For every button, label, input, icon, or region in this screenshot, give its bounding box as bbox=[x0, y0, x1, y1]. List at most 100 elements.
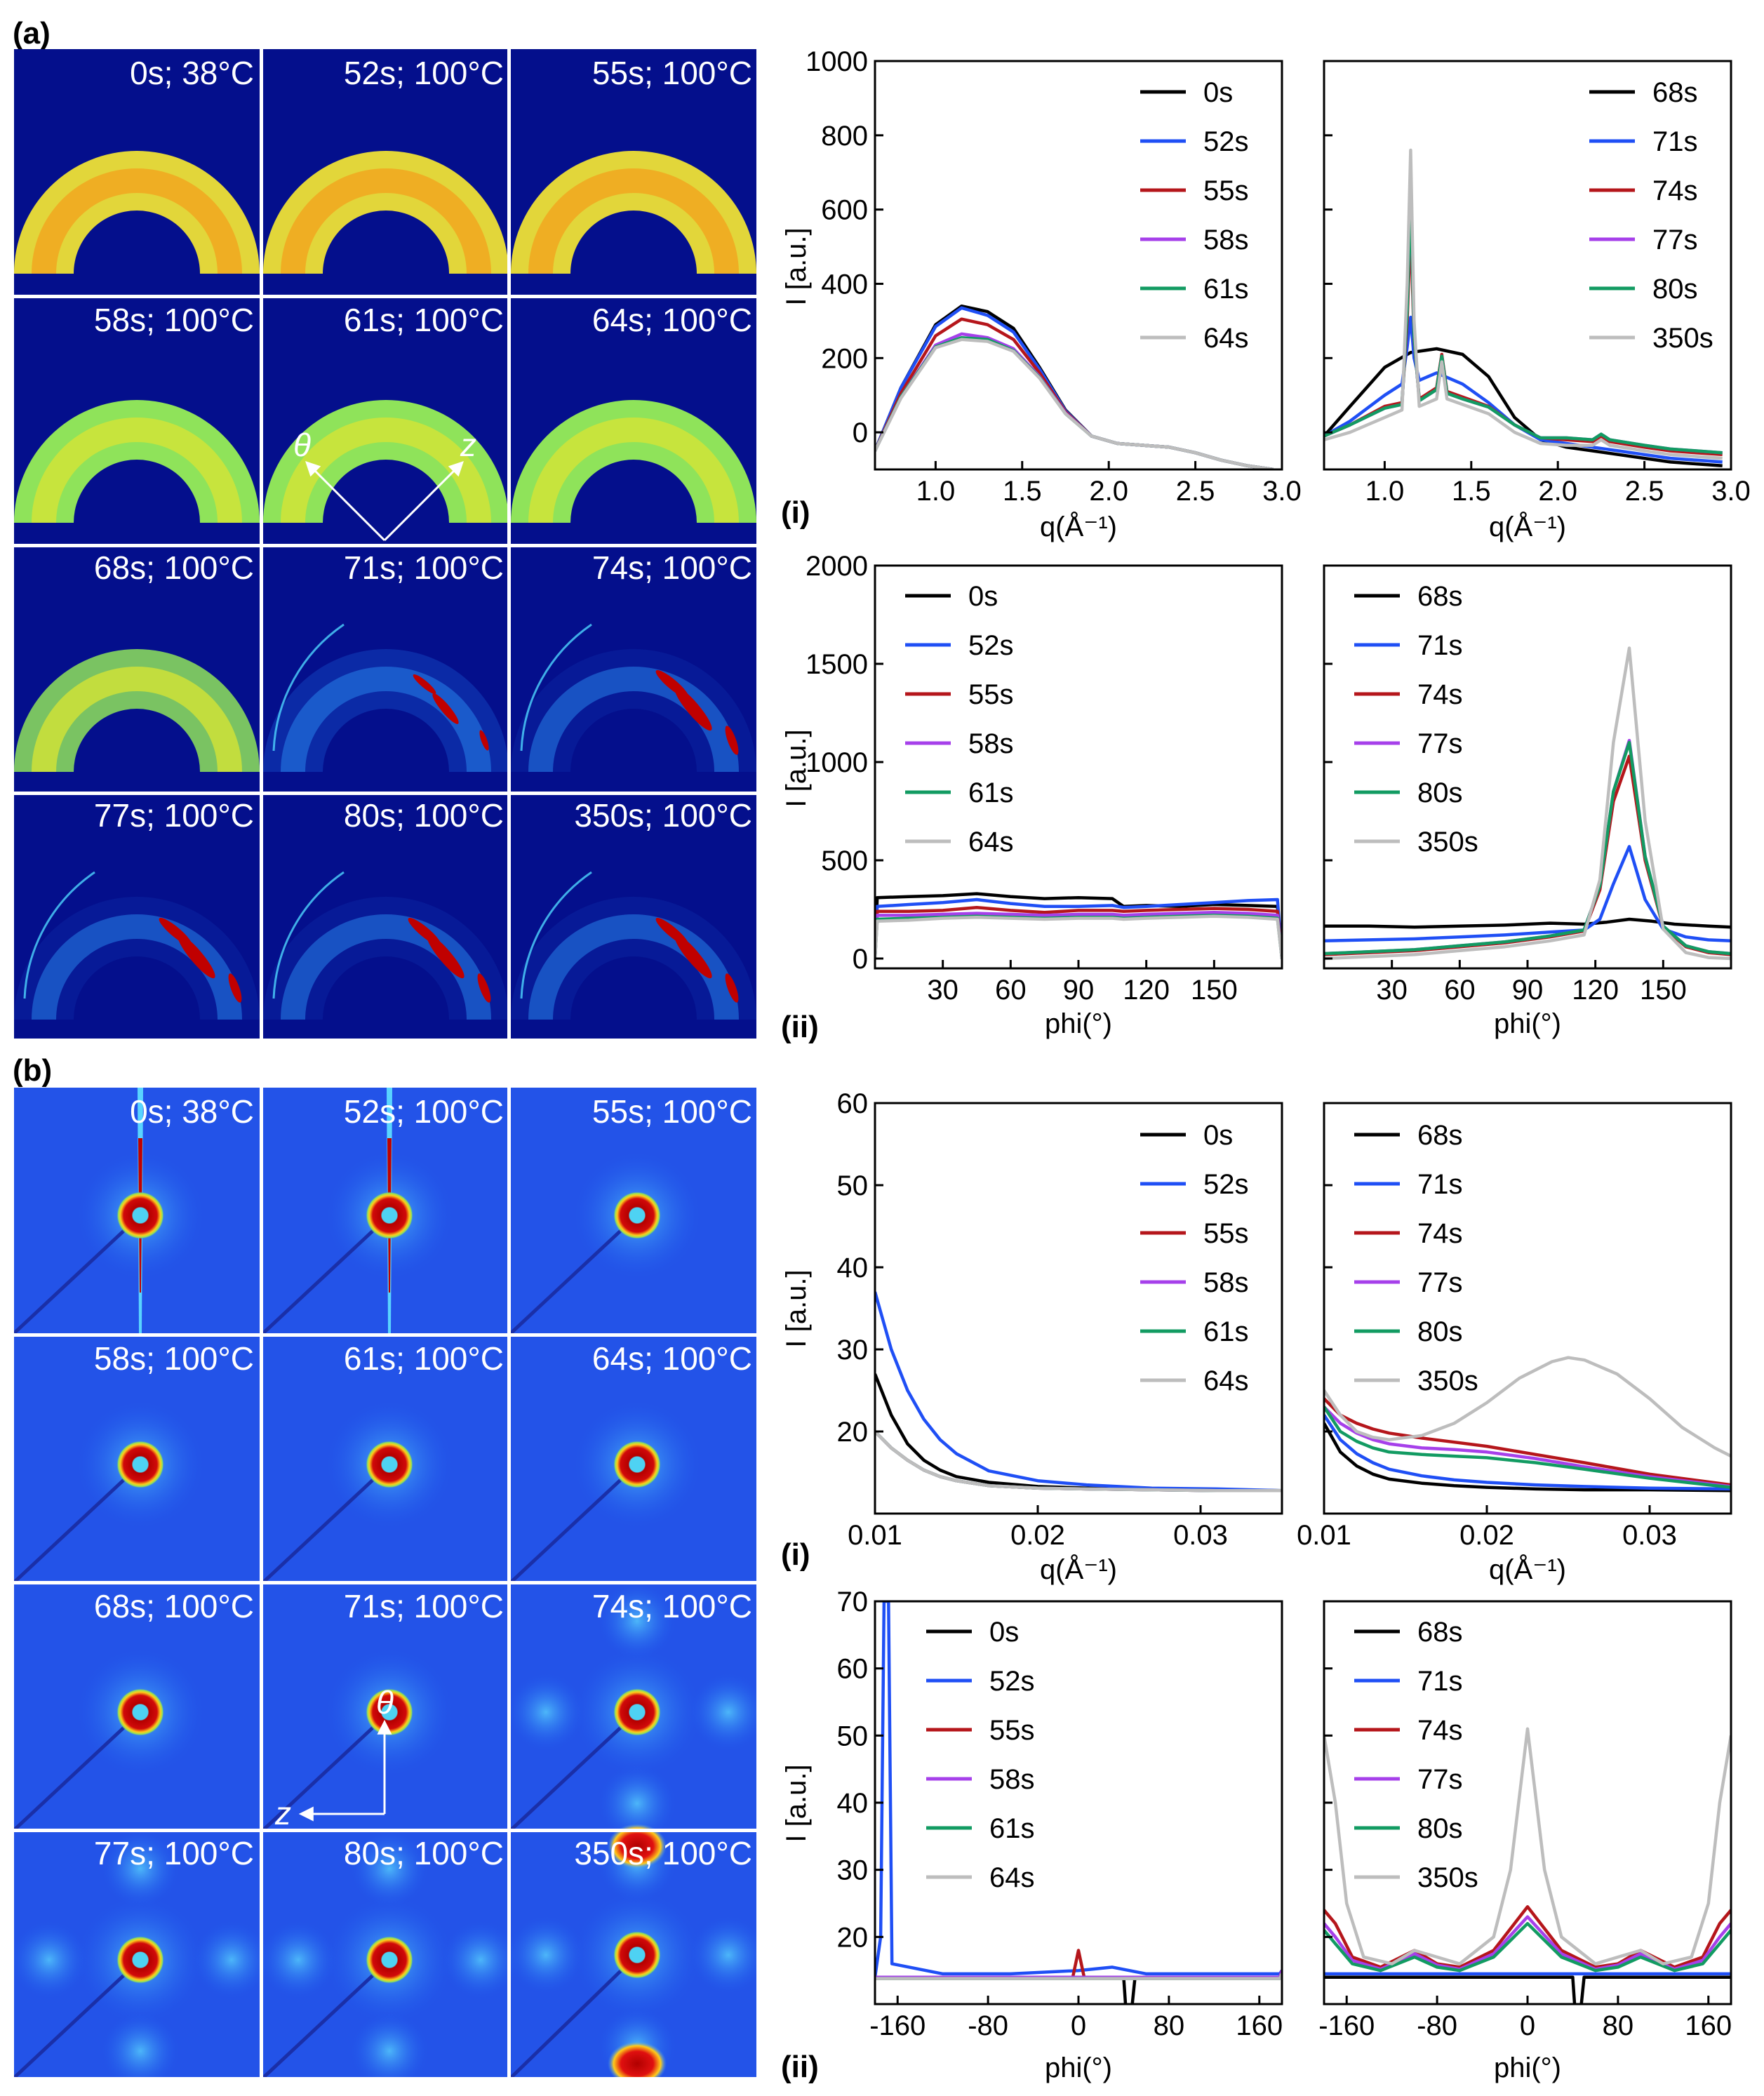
x-tick-label: -160 bbox=[869, 2010, 926, 2041]
series-line-68s bbox=[1324, 1422, 1731, 1493]
saxs-pattern-image bbox=[509, 1152, 700, 1335]
x-tick-label: 0.02 bbox=[1459, 1520, 1514, 1551]
waxs-pattern-image bbox=[14, 649, 260, 772]
saxs-panel-label: 64s; 100°C bbox=[592, 1340, 752, 1377]
saxs-panel-label: 0s; 38°C bbox=[130, 1093, 254, 1130]
saxs-pattern-image bbox=[14, 1401, 203, 1584]
x-axis-label: q(Å⁻¹) bbox=[1040, 511, 1117, 542]
legend-entry: 68s bbox=[1417, 1120, 1463, 1151]
x-tick-label: 30 bbox=[1376, 975, 1408, 1006]
label-b-i: (i) bbox=[781, 1537, 810, 1572]
series-line-71s bbox=[1324, 845, 1731, 943]
y-axis-label: I [a.u.] bbox=[781, 1764, 812, 1842]
waxs-orientation-arrows: θ z bbox=[293, 427, 476, 542]
series-line-64s bbox=[875, 1972, 1282, 1980]
y-tick-label: 40 bbox=[837, 1253, 869, 1283]
x-tick-label: 2.0 bbox=[1089, 476, 1128, 507]
series-line-77s bbox=[1324, 1915, 1731, 1971]
waxs-panel-label: 77s; 100°C bbox=[94, 797, 254, 834]
series-line-71s bbox=[1324, 1414, 1731, 1491]
legend-entry: 71s bbox=[1417, 1169, 1463, 1200]
series-line-68s bbox=[1324, 917, 1731, 929]
y-tick-label: 600 bbox=[821, 195, 868, 226]
saxs-panel-label: 71s; 100°C bbox=[344, 1588, 504, 1624]
legend-entry: 71s bbox=[1417, 1666, 1463, 1697]
saxs-image-grid bbox=[14, 1088, 756, 2077]
y-tick-label: 30 bbox=[837, 1855, 869, 1886]
waxs-panel-label: 58s; 100°C bbox=[94, 302, 254, 338]
legend-entry: 80s bbox=[1417, 777, 1463, 808]
x-tick-label: 1.5 bbox=[1452, 476, 1491, 507]
chart-a_ii_right: 30 60 90 120 150 phi(°) 68s 71s 74s 77s 80s 350s bbox=[1323, 564, 1732, 1039]
series-line-0s bbox=[875, 892, 1282, 959]
y-tick-label: 20 bbox=[837, 1922, 869, 1953]
series-line-74s bbox=[1324, 1905, 1731, 1969]
series-line-350s bbox=[1324, 1727, 1731, 1965]
x-tick-label: 0.02 bbox=[1010, 1520, 1065, 1551]
waxs-panel-label: 61s; 100°C bbox=[344, 302, 504, 338]
x-tick-label: 30 bbox=[927, 975, 958, 1006]
legend-entry: 74s bbox=[1417, 1715, 1463, 1746]
x-tick-label: 0.01 bbox=[848, 1520, 902, 1551]
series-line-61s bbox=[875, 1430, 1282, 1493]
x-tick-label: -80 bbox=[1417, 2010, 1457, 2041]
legend-entry: 80s bbox=[1417, 1813, 1463, 1844]
legend-entry: 74s bbox=[1417, 679, 1463, 710]
series-line-64s bbox=[875, 914, 1282, 959]
series-line-68s bbox=[1324, 1975, 1731, 2004]
saxs-pattern-image bbox=[509, 1401, 700, 1584]
y-tick-label: 0 bbox=[853, 944, 868, 975]
legend-entry: 68s bbox=[1417, 581, 1463, 612]
chart-a_i_left: 1.0 1.5 2.0 2.5 3.0 0 200 400 600 800 1000 q(Å⁻¹) I … bbox=[781, 46, 1302, 542]
saxs-panel-label: 52s; 100°C bbox=[344, 1093, 504, 1130]
legend-entry: 52s bbox=[1203, 126, 1249, 157]
waxs-pattern-image bbox=[263, 400, 509, 523]
series-line-350s bbox=[1324, 148, 1723, 460]
x-tick-label: 90 bbox=[1512, 975, 1544, 1006]
legend-entry: 58s bbox=[1203, 1267, 1249, 1298]
series-line-55s bbox=[875, 1430, 1282, 1493]
saxs-pattern-image bbox=[260, 1830, 519, 2077]
saxs-pattern-image bbox=[262, 1088, 453, 1335]
legend-entry: 52s bbox=[989, 1666, 1035, 1697]
saxs-orientation-arrows: θ z bbox=[274, 1684, 394, 1831]
legend-entry: 71s bbox=[1417, 630, 1463, 661]
legend-entry: 350s bbox=[1417, 1862, 1478, 1893]
waxs-panel-label: 0s; 38°C bbox=[130, 55, 254, 91]
y-tick-label: 1000 bbox=[806, 747, 868, 778]
legend-entry: 61s bbox=[1203, 1316, 1249, 1347]
waxs-panel-label: 64s; 100°C bbox=[592, 302, 752, 338]
series-line-52s bbox=[875, 1601, 1282, 1978]
legend-entry: 68s bbox=[1652, 77, 1698, 108]
label-a-i: (i) bbox=[781, 495, 810, 530]
x-axis-label: phi(°) bbox=[1045, 1008, 1112, 1039]
saxs-panel-label: 61s; 100°C bbox=[344, 1340, 504, 1377]
waxs-pattern-image bbox=[511, 151, 756, 274]
plot-frame bbox=[874, 60, 1283, 471]
x-axis-label: phi(°) bbox=[1045, 2052, 1112, 2083]
legend-entry: 52s bbox=[1203, 1169, 1249, 1200]
legend-entry: 58s bbox=[989, 1764, 1035, 1795]
x-tick-label: 1.0 bbox=[1365, 476, 1405, 507]
line-charts: 1.0 1.5 2.0 2.5 3.002004006008001000q(Å⁻¹)I … bbox=[781, 46, 1751, 2083]
y-tick-label: 400 bbox=[821, 269, 868, 300]
x-tick-label: 3.0 bbox=[1711, 476, 1751, 507]
x-tick-label: 60 bbox=[1444, 975, 1476, 1006]
saxs-pattern-image bbox=[507, 1582, 756, 1842]
theta-axis-label: θ bbox=[293, 427, 311, 463]
x-tick-label: 150 bbox=[1191, 975, 1238, 1006]
legend-entry: 77s bbox=[1417, 1267, 1463, 1298]
series-line-58s bbox=[875, 910, 1282, 959]
x-axis-label: phi(°) bbox=[1494, 2052, 1561, 2083]
y-tick-label: 1000 bbox=[806, 46, 868, 77]
y-tick-label: 60 bbox=[837, 1654, 869, 1685]
legend-entry: 350s bbox=[1417, 1366, 1478, 1396]
legend-entry: 68s bbox=[1417, 1617, 1463, 1648]
series-line-74s bbox=[1324, 1397, 1731, 1487]
y-tick-label: 50 bbox=[837, 1170, 869, 1201]
x-tick-label: -80 bbox=[968, 2010, 1008, 2041]
plot-frame bbox=[1323, 564, 1732, 970]
waxs-panel-label: 71s; 100°C bbox=[344, 549, 504, 586]
